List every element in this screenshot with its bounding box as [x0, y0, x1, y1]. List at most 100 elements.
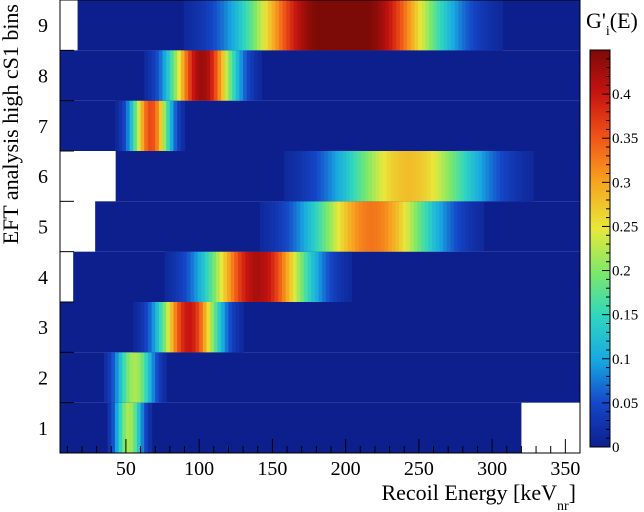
heatmap-cell — [198, 0, 203, 51]
heatmap-cell — [392, 0, 397, 51]
heatmap-cell — [232, 302, 237, 353]
heatmap-cell — [457, 201, 462, 252]
heatmap-cell — [472, 201, 477, 252]
heatmap-cell — [468, 201, 473, 252]
heatmap-cell — [287, 151, 293, 202]
plot-area — [60, 0, 581, 453]
heatmap-cell — [402, 201, 408, 252]
heatmap-cell — [355, 0, 361, 51]
colorbar-tick-label: 0.4 — [612, 87, 631, 103]
heatmap-cell — [446, 201, 451, 252]
heatmap-cell — [397, 151, 402, 202]
heatmap-cell — [452, 151, 457, 202]
heatmap-cell — [390, 151, 395, 202]
heatmap-cell — [408, 151, 413, 202]
heatmap-cell — [226, 251, 232, 302]
heatmap-cell — [245, 251, 250, 302]
colorbar-tick-label: 0.15 — [612, 308, 638, 324]
heatmap-cell — [147, 402, 153, 453]
heatmap-cell — [158, 50, 164, 101]
heatmap-cell — [239, 302, 244, 353]
heatmap-cell — [205, 251, 210, 302]
heatmap-cell — [259, 251, 265, 302]
heatmap-cell — [399, 0, 405, 51]
heatmap-cell — [333, 251, 338, 302]
heatmap-cell — [352, 0, 357, 51]
heatmap-cell — [476, 201, 481, 252]
heatmap-row-bin-3 — [60, 302, 580, 353]
heatmap-cell — [184, 302, 189, 353]
heatmap-cell — [242, 0, 247, 51]
heatmap-cell — [341, 0, 346, 51]
heatmap-cell — [456, 151, 461, 202]
heatmap-cell — [231, 0, 236, 51]
x-tick-label: 200 — [331, 458, 361, 480]
heatmap-cell — [489, 151, 494, 202]
heatmap-cell — [372, 151, 377, 202]
heatmap-cell — [297, 0, 302, 51]
heatmap-cell — [496, 151, 501, 202]
heatmap-cell — [201, 251, 206, 302]
y-tick-label: 5 — [38, 217, 48, 239]
heatmap-cell — [140, 402, 145, 453]
heatmap-cell — [421, 0, 427, 51]
heatmap-cell — [350, 151, 355, 202]
heatmap-cell — [238, 0, 243, 51]
heatmap-cell — [432, 201, 437, 252]
heatmap-cell — [246, 0, 251, 51]
heatmap-cell — [295, 151, 300, 202]
heatmap-cell — [443, 201, 448, 252]
heatmap-cell — [278, 0, 284, 51]
heatmap-cell — [241, 251, 246, 302]
heatmap-cell — [292, 201, 298, 252]
heatmap-cell — [461, 201, 466, 252]
x-tick-label: 300 — [477, 458, 507, 480]
heatmap-cell — [263, 201, 268, 252]
heatmap-cell — [169, 50, 175, 101]
heatmap-cell — [351, 201, 356, 252]
heatmap-cell — [202, 50, 208, 101]
heatmap-cell — [173, 100, 178, 151]
heatmap-cell — [221, 302, 226, 353]
colorbar: 0 0.05 0.1 0.15 0.2 0.25 0.3 0.35 0.4 G'i(E) — [586, 8, 638, 456]
heatmap-cell — [303, 201, 309, 252]
heatmap-cell — [426, 151, 432, 202]
heatmap-cell — [347, 201, 353, 252]
heatmap-cell — [412, 151, 417, 202]
heatmap-cell — [381, 0, 386, 51]
heatmap-cell — [129, 100, 134, 151]
heatmap-cell — [384, 201, 389, 252]
heatmap-cell — [339, 151, 344, 202]
heatmap-cell — [473, 0, 478, 51]
heatmap-cell — [274, 201, 279, 252]
heatmap-cell — [428, 201, 433, 252]
heatmap-cell — [331, 151, 336, 202]
heatmap-cell — [322, 0, 328, 51]
heatmap-cell — [380, 201, 386, 252]
heatmap-row-bin-9 — [77, 0, 581, 51]
heatmap-cell — [136, 402, 142, 453]
heatmap-cell — [447, 0, 452, 51]
x-tick-label: 250 — [404, 458, 434, 480]
heatmap-cell — [415, 151, 421, 202]
heatmap-cell — [144, 100, 149, 151]
heatmap-cell — [300, 201, 305, 252]
heatmap-cell — [194, 0, 200, 51]
heatmap-cell — [469, 0, 474, 51]
heatmap-cell — [388, 0, 394, 51]
heatmap-cell — [357, 151, 362, 202]
heatmap-cell — [122, 100, 127, 151]
heatmap-cell — [194, 251, 199, 302]
heatmap-cell — [474, 151, 479, 202]
heatmap-cell — [232, 50, 237, 101]
heatmap-cell — [107, 402, 112, 453]
heatmap-cell — [114, 352, 120, 403]
heatmap-cell — [485, 151, 490, 202]
heatmap-cell — [336, 201, 342, 252]
heatmap-cell — [166, 50, 171, 101]
colorbar-tick-label: 0.05 — [612, 396, 638, 412]
heatmap-cell — [326, 0, 331, 51]
heatmap-cell — [147, 352, 153, 403]
heatmap-cell — [311, 0, 317, 51]
heatmap-cell — [302, 151, 307, 202]
